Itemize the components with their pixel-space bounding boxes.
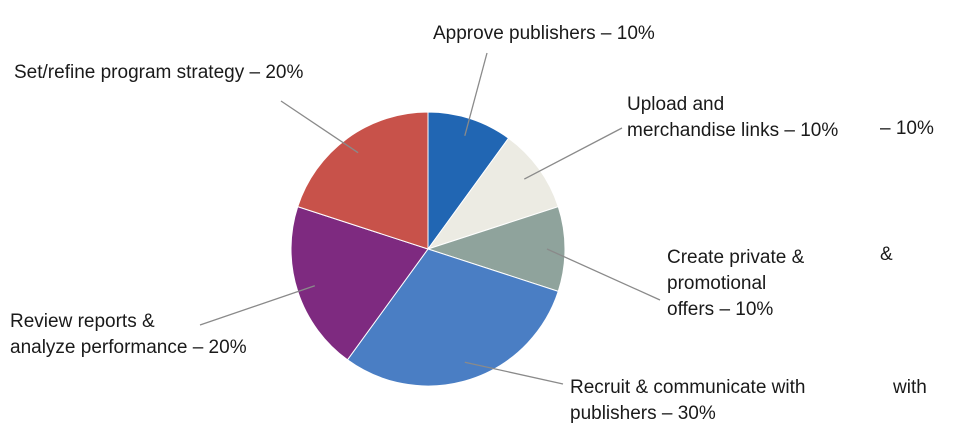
leader-line-1 bbox=[523, 127, 623, 180]
leader-lines bbox=[199, 52, 661, 385]
pie-slice-3 bbox=[346, 248, 559, 387]
leader-line-2 bbox=[546, 248, 661, 301]
overlap-fragment-2: with bbox=[892, 377, 927, 398]
slice-label-3-line-1: publishers – 30% bbox=[570, 403, 716, 424]
slice-label-1-line-0: Upload and bbox=[627, 94, 724, 115]
slice-label-4-line-0: Review reports & bbox=[10, 311, 155, 332]
pie-slice-2 bbox=[426, 206, 566, 292]
slice-label-5-line-0: Set/refine program strategy – 20% bbox=[14, 62, 303, 83]
overlapping-label-fragments: – 10% & with bbox=[880, 118, 934, 398]
leader-line-4 bbox=[199, 285, 316, 326]
pie-slice-5 bbox=[297, 111, 429, 250]
leader-line-3 bbox=[464, 361, 564, 385]
slice-label-2-line-0: Create private & bbox=[667, 247, 805, 268]
slice-label-2-line-1: promotional bbox=[667, 273, 766, 294]
slice-label-3-line-0: Recruit & communicate with bbox=[570, 377, 805, 398]
leader-line-5 bbox=[280, 100, 359, 154]
pie-slice-1 bbox=[426, 137, 559, 250]
pie-slices bbox=[290, 111, 566, 387]
slice-label-1-line-1: merchandise links – 10% bbox=[627, 120, 838, 141]
overlap-fragment-0: – 10% bbox=[880, 118, 934, 139]
slice-label-0-line-0: Approve publishers – 10% bbox=[433, 23, 655, 44]
slice-label-4-line-1: analyze performance – 20% bbox=[10, 337, 247, 358]
pie-slice-0 bbox=[427, 111, 510, 251]
slice-label-2-line-2: offers – 10% bbox=[667, 299, 773, 320]
leader-line-0 bbox=[464, 52, 488, 136]
slice-labels: Approve publishers – 10% Upload and mercha… bbox=[10, 23, 838, 424]
overlap-fragment-1: & bbox=[880, 244, 893, 265]
